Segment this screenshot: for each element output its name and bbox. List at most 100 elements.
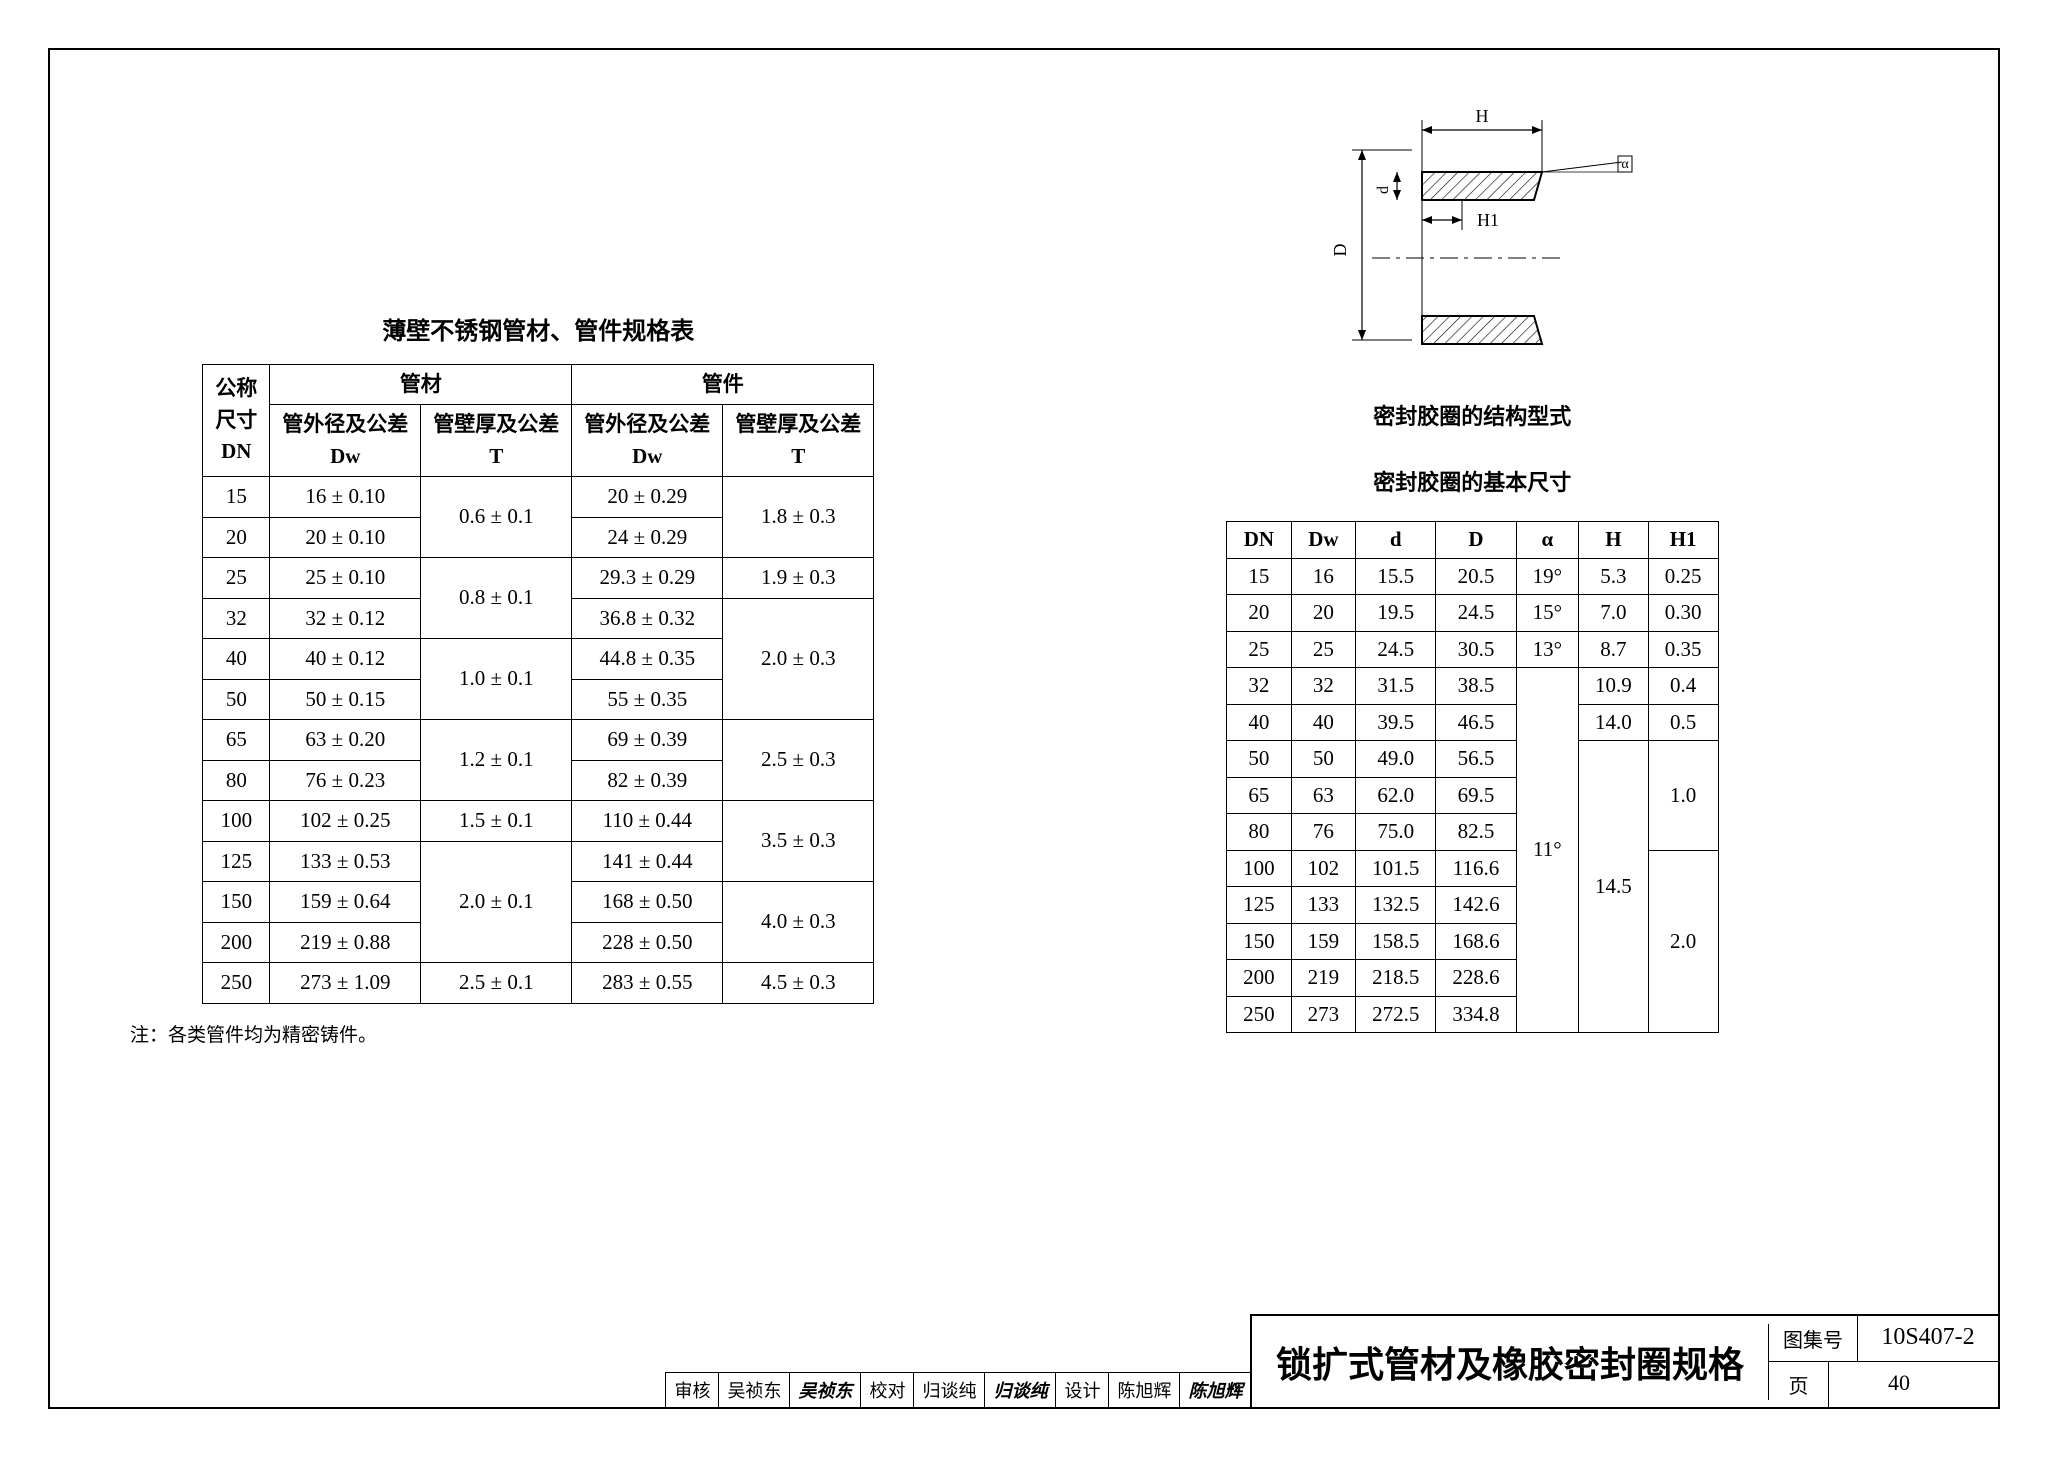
cell: 219 ± 0.88 [270,922,421,963]
cell: 82 ± 0.39 [572,760,723,801]
audit-name: 吴祯东 [719,1373,790,1407]
table-row: 252524.530.513°8.70.35 [1227,631,1718,668]
cell: 25 [1227,631,1292,668]
svg-text:H: H [1476,106,1489,126]
cell: 7.0 [1579,595,1649,632]
col-header: H [1579,522,1649,559]
cell: 65 [1227,777,1292,814]
cell: 55 ± 0.35 [572,679,723,720]
cell: 20 [1291,595,1356,632]
cell: 0.8 ± 0.1 [421,558,572,639]
cell: 14.0 [1579,704,1649,741]
cell: 100 [1227,850,1292,887]
pipe-spec-table: 公称 尺寸 DN 管材 管件 管外径及公差Dw 管壁厚及公差T 管外径及公差Dw… [202,364,874,1004]
right-column: D d H [987,70,1958,1287]
page-value: 40 [1829,1362,1969,1407]
cell: 3.5 ± 0.3 [723,801,874,882]
cell: 19° [1516,558,1578,595]
cell: 24.5 [1436,595,1516,632]
design-label: 设计 [1056,1373,1109,1407]
col-fitting-header: 管件 [572,364,874,405]
cell: 200 [1227,960,1292,997]
cell: 15 [203,477,270,518]
cell: 168.6 [1436,923,1516,960]
tb-signature-row: 审核 吴祯东 吴祯东 校对 归谈纯 归谈纯 设计 陈旭辉 陈旭辉 [665,1372,1250,1407]
cell: 36.8 ± 0.32 [572,598,723,639]
cell: 0.6 ± 0.1 [421,477,572,558]
cell: 5.3 [1579,558,1649,595]
cell: 0.25 [1648,558,1718,595]
cell: 63 ± 0.20 [270,720,421,761]
right-table-title: 密封胶圈的基本尺寸 [1373,465,1571,497]
cell: 11° [1516,668,1578,1033]
svg-text:d: d [1375,186,1392,194]
cell: 2.0 ± 0.1 [421,841,572,963]
cell: 142.6 [1436,887,1516,924]
cell: 150 [203,882,270,923]
col-dw2-header: 管外径及公差Dw [572,405,723,477]
cell: 44.8 ± 0.35 [572,639,723,680]
design-signature: 陈旭辉 [1180,1373,1250,1407]
cell: 15° [1516,595,1578,632]
cell: 132.5 [1356,887,1436,924]
drawing-title: 锁扩式管材及橡胶密封圈规格 [1252,1324,1769,1400]
cell: 39.5 [1356,704,1436,741]
table-row: 250273 ± 1.092.5 ± 0.1283 ± 0.554.5 ± 0.… [203,963,874,1004]
set-value: 10S407-2 [1858,1316,1998,1361]
cell: 4.5 ± 0.3 [723,963,874,1004]
cell: 1.9 ± 0.3 [723,558,874,599]
cell: 76 ± 0.23 [270,760,421,801]
cell: 30.5 [1436,631,1516,668]
cell: 2.0 [1648,850,1718,1033]
cell: 20 [203,517,270,558]
tb-top-row: 锁扩式管材及橡胶密封圈规格 图集号 10S407-2 页 40 [1252,1316,1998,1407]
audit-signature: 吴祯东 [790,1373,861,1407]
cell: 50 [203,679,270,720]
cell: 125 [203,841,270,882]
col-t2-header: 管壁厚及公差T [723,405,874,477]
col-header: Dw [1291,522,1356,559]
cell: 219 [1291,960,1356,997]
cell: 19.5 [1356,595,1436,632]
svg-text:H1: H1 [1477,210,1499,230]
cell: 334.8 [1436,996,1516,1033]
title-block: 锁扩式管材及橡胶密封圈规格 图集号 10S407-2 页 40 审核 吴祯东 吴… [1250,1314,1998,1407]
cell: 0.30 [1648,595,1718,632]
col-dw1-header: 管外径及公差Dw [270,405,421,477]
cell: 69.5 [1436,777,1516,814]
cell: 133 ± 0.53 [270,841,421,882]
cell: 80 [1227,814,1292,851]
table-row: 6563 ± 0.201.2 ± 0.169 ± 0.392.5 ± 0.3 [203,720,874,761]
cell: 250 [203,963,270,1004]
col-header: d [1356,522,1436,559]
cell: 159 [1291,923,1356,960]
cell: 2.0 ± 0.3 [723,598,874,720]
cell: 65 [203,720,270,761]
check-name: 归谈纯 [914,1373,985,1407]
cell: 50 [1291,741,1356,778]
cell: 38.5 [1436,668,1516,705]
cell: 25 ± 0.10 [270,558,421,599]
cell: 16 [1291,558,1356,595]
cell: 159 ± 0.64 [270,882,421,923]
cell: 10.9 [1579,668,1649,705]
cell: 8.7 [1579,631,1649,668]
table-row: 323231.538.511°10.90.4 [1227,668,1718,705]
cell: 32 [1291,668,1356,705]
cell: 228.6 [1436,960,1516,997]
cell: 49.0 [1356,741,1436,778]
col-header: α [1516,522,1578,559]
cell: 125 [1227,887,1292,924]
cell: 0.5 [1648,704,1718,741]
cell: 0.4 [1648,668,1718,705]
cell: 200 [203,922,270,963]
check-signature: 归谈纯 [985,1373,1056,1407]
cell: 273 ± 1.09 [270,963,421,1004]
cell: 1.2 ± 0.1 [421,720,572,801]
cell: 100 [203,801,270,842]
cell: 80 [203,760,270,801]
cell: 110 ± 0.44 [572,801,723,842]
col-header: D [1436,522,1516,559]
cell: 25 [1291,631,1356,668]
cell: 15 [1227,558,1292,595]
